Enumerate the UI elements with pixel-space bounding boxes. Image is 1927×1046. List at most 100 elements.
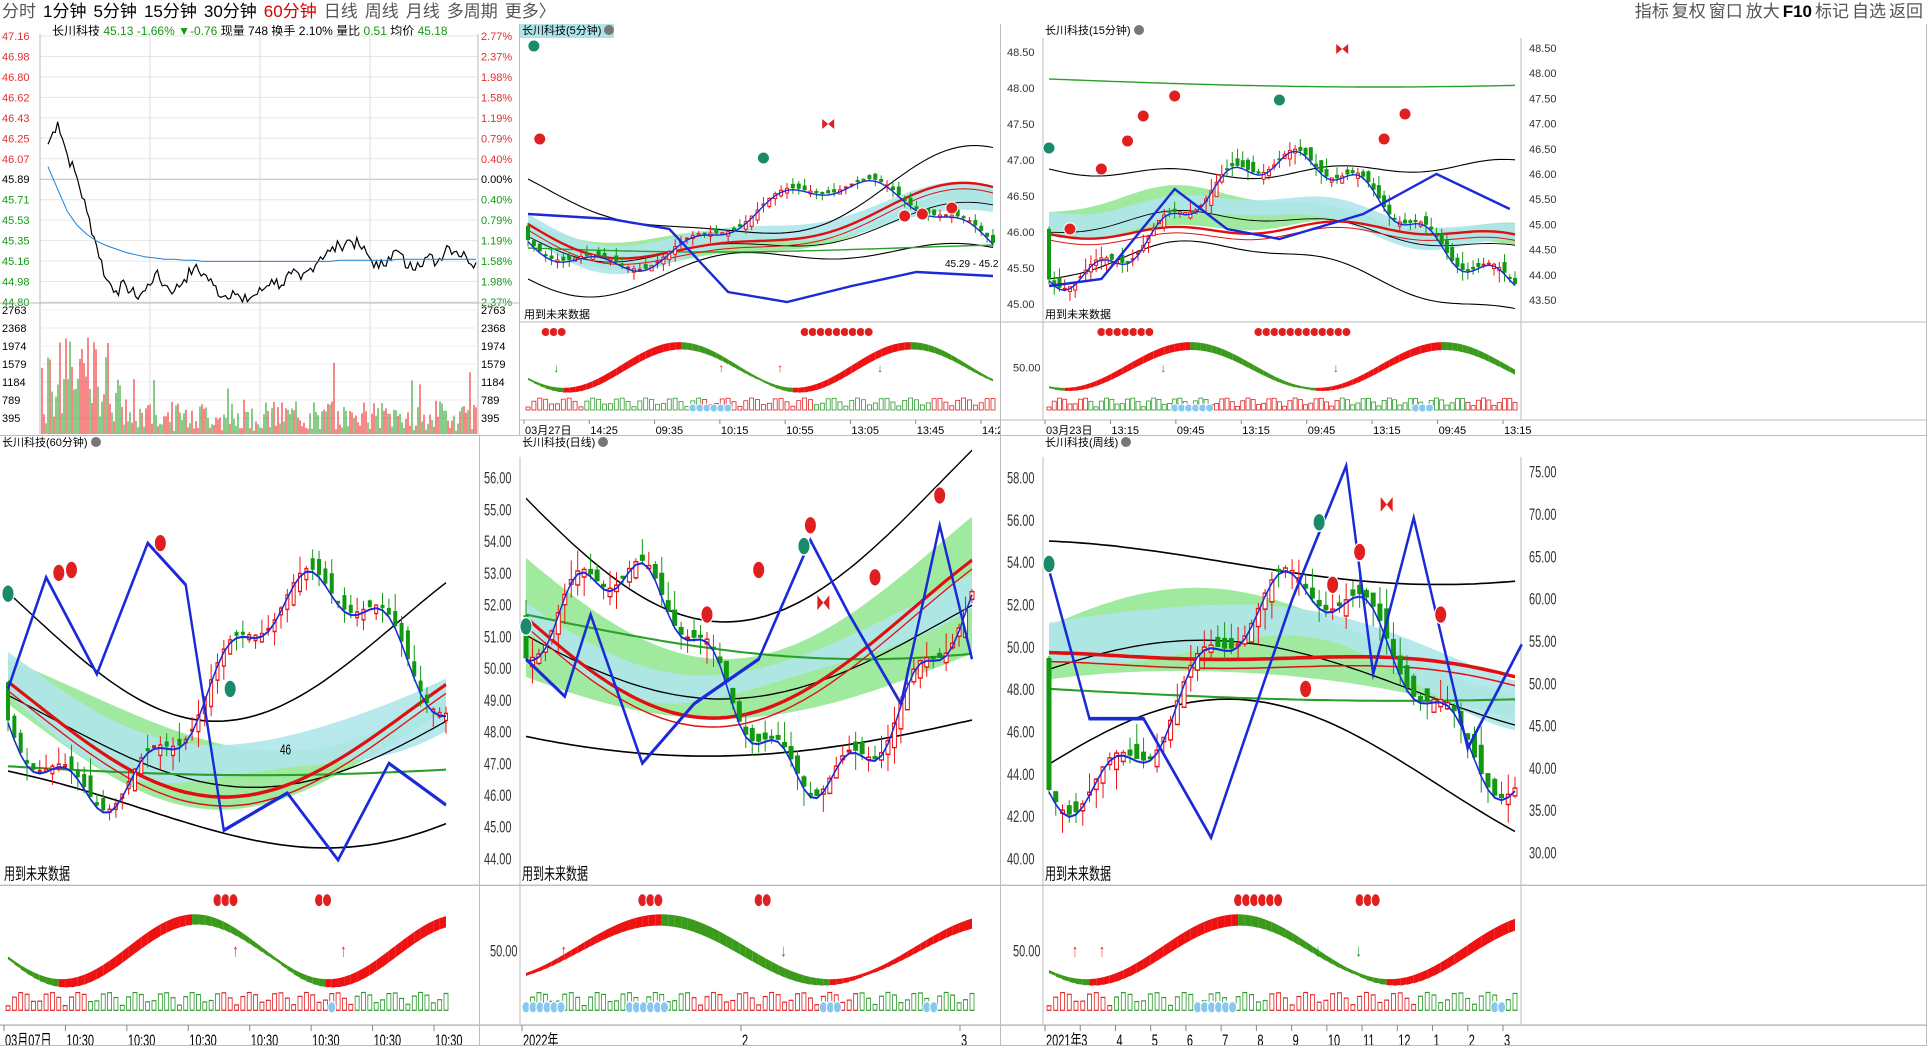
candle-body	[1478, 744, 1484, 775]
osc-volume-box	[1449, 402, 1455, 411]
tab-0[interactable]: 分时	[2, 2, 36, 21]
tab-8[interactable]: 月线	[405, 2, 440, 21]
left-tick: 48.00	[1007, 83, 1035, 95]
gear-icon[interactable]	[604, 25, 615, 35]
intraday-chart[interactable]: 47.16 2.77% 46.98 2.37% 46.80 1.98% 46.62 1.58%…	[0, 24, 520, 436]
osc-ribbon	[1075, 385, 1081, 391]
osc-volume-box	[967, 399, 972, 411]
osc-ribbon	[1116, 970, 1124, 982]
osc-ribbon	[58, 979, 66, 988]
panel-15min[interactable]: 48.50 48.00 47.50 47.00 46.50 46.00 45.50 45.00…	[1001, 24, 1927, 436]
candle-body	[1298, 146, 1303, 152]
panel-5min[interactable]: 用到未来数据 45.29 - 45.2 ↓ ↑ ↑ ↓ 03月27日 14:25 09:35 10…	[520, 24, 1001, 436]
x-label: 13:15	[1111, 425, 1139, 436]
osc-ribbon	[628, 357, 634, 369]
candle-body	[367, 600, 372, 608]
osc-volume-box	[1458, 992, 1464, 1011]
tab-6[interactable]: 日线	[323, 2, 358, 21]
panel-daily[interactable]: 56.00 55.00 54.00 53.00 52.00 51.00 50.00 49.00…	[480, 436, 1001, 1046]
osc-ribbon	[1117, 367, 1123, 378]
osc-ribbon	[1132, 358, 1139, 369]
toolbar-button-4[interactable]: F10	[1782, 2, 1812, 21]
osc-volume-box	[736, 993, 742, 1011]
left-tick: 47.00	[484, 754, 512, 773]
gear-icon[interactable]	[598, 437, 609, 447]
buy-signal-icon	[868, 567, 882, 588]
gear-icon[interactable]	[1121, 437, 1132, 447]
osc-volume-box	[937, 995, 943, 1011]
osc-volume-box	[978, 402, 984, 411]
tab-7[interactable]: 周线	[364, 2, 399, 21]
toolbar-button-0[interactable]: 指标	[1634, 2, 1669, 21]
tab-10[interactable]: 更多〉	[504, 2, 556, 21]
tab-5[interactable]: 60分钟	[263, 2, 317, 21]
osc-volume-box	[1127, 993, 1133, 1011]
chart-daily[interactable]: 56.00 55.00 54.00 53.00 52.00 51.00 50.00 49.00…	[480, 436, 1001, 1046]
chart-weekly[interactable]: 58.00 56.00 54.00 52.00 50.00 48.00 46.00 44.00…	[1001, 436, 1927, 1046]
toolbar-button-1[interactable]: 复权	[1671, 2, 1706, 21]
toolbar-button-3[interactable]: 放大	[1745, 2, 1780, 21]
osc-volume-box	[1411, 1003, 1417, 1011]
toolbar-button-2[interactable]: 窗口	[1708, 2, 1743, 21]
osc-volume-box	[588, 996, 594, 1011]
osc-volume-box	[660, 403, 666, 411]
chart-5min[interactable]: 用到未来数据 45.29 - 45.2 ↓ ↑ ↑ ↓ 03月27日 14:25 09:35 10…	[520, 24, 1001, 436]
osc-ribbon	[185, 914, 193, 926]
osc-ribbon	[957, 358, 964, 367]
osc-volume-box	[69, 996, 74, 1011]
candle-body	[1308, 147, 1313, 161]
osc-ribbon	[1064, 387, 1070, 391]
candle-body	[405, 630, 410, 660]
left-tick: 46.00	[1007, 722, 1035, 741]
osc-ribbon	[128, 941, 135, 959]
tab-1[interactable]: 1分钟	[43, 2, 87, 21]
toolbar-button-6[interactable]: 自选	[1852, 2, 1886, 21]
butterfly-icon	[1380, 497, 1393, 512]
osc-ribbon	[382, 950, 389, 968]
panel-60min[interactable]: 用到未来数据 46 ↑ ↑ 03月07日 10:30 10:30 10:30 10:30 10:3…	[0, 436, 480, 1046]
panel-title-daily[interactable]: 长川科技(日线)	[520, 436, 609, 450]
panel-title-15min[interactable]: 长川科技(15分钟)	[1043, 24, 1144, 38]
osc-tick: 50.00	[490, 941, 518, 960]
panel-title-60min[interactable]: 长川科技(60分钟)	[0, 436, 101, 450]
tab-9[interactable]: 多周期	[446, 2, 498, 21]
panel-title-weekly[interactable]: 长川科技(周线)	[1043, 436, 1132, 450]
pct-tick: 2.37%	[481, 51, 512, 63]
osc-ribbon	[1352, 970, 1360, 977]
candle-body	[1363, 589, 1369, 598]
candle-body	[523, 615, 529, 659]
osc-ribbon	[981, 372, 988, 379]
chart-60min[interactable]: 用到未来数据 46 ↑ ↑ 03月07日 10:30 10:30 10:30 10:30 10:3…	[0, 436, 480, 1046]
osc-ribbon	[27, 968, 34, 978]
candle-body	[6, 682, 10, 721]
osc-volume-box	[1141, 1000, 1146, 1011]
gear-icon[interactable]	[1133, 25, 1144, 35]
osc-ribbon	[331, 978, 339, 988]
osc-ribbon	[1076, 978, 1083, 985]
toolbar-button-5[interactable]: 标记	[1815, 2, 1849, 21]
tab-2[interactable]: 5分钟	[93, 2, 137, 21]
candle-body	[896, 186, 901, 196]
chart-15min[interactable]: 48.50 48.00 47.50 47.00 46.50 46.00 45.50 45.00…	[1001, 24, 1927, 436]
osc-volume-box	[100, 993, 106, 1011]
candle-body	[1408, 220, 1413, 223]
osc-ribbon	[851, 361, 858, 374]
panel-weekly[interactable]: 58.00 56.00 54.00 52.00 50.00 48.00 46.00 44.00…	[1001, 436, 1927, 1046]
right-tick: 45.50	[1529, 194, 1557, 206]
osc-ribbon	[1258, 367, 1264, 376]
tab-3[interactable]: 15分钟	[143, 2, 197, 21]
panel-title-5min[interactable]: 长川科技(5分钟)	[520, 24, 615, 38]
osc-ribbon	[1242, 358, 1248, 368]
osc-ribbon	[1368, 368, 1374, 379]
osc-ribbon	[217, 918, 224, 931]
candle-body	[88, 775, 93, 798]
toolbar-button-7[interactable]: 返回	[1889, 2, 1923, 21]
intraday-panel[interactable]: 长川科技 45.13 -1.66% ▼-0.76 现量 748 换手 2.10%…	[0, 24, 520, 436]
tab-4[interactable]: 30分钟	[203, 2, 257, 21]
osc-ribbon	[1389, 357, 1395, 368]
osc-volume-box	[208, 999, 214, 1011]
osc-ribbon	[160, 921, 167, 937]
osc-ribbon	[651, 345, 658, 357]
gear-icon[interactable]	[90, 437, 101, 447]
osc-volume-box	[619, 397, 625, 411]
